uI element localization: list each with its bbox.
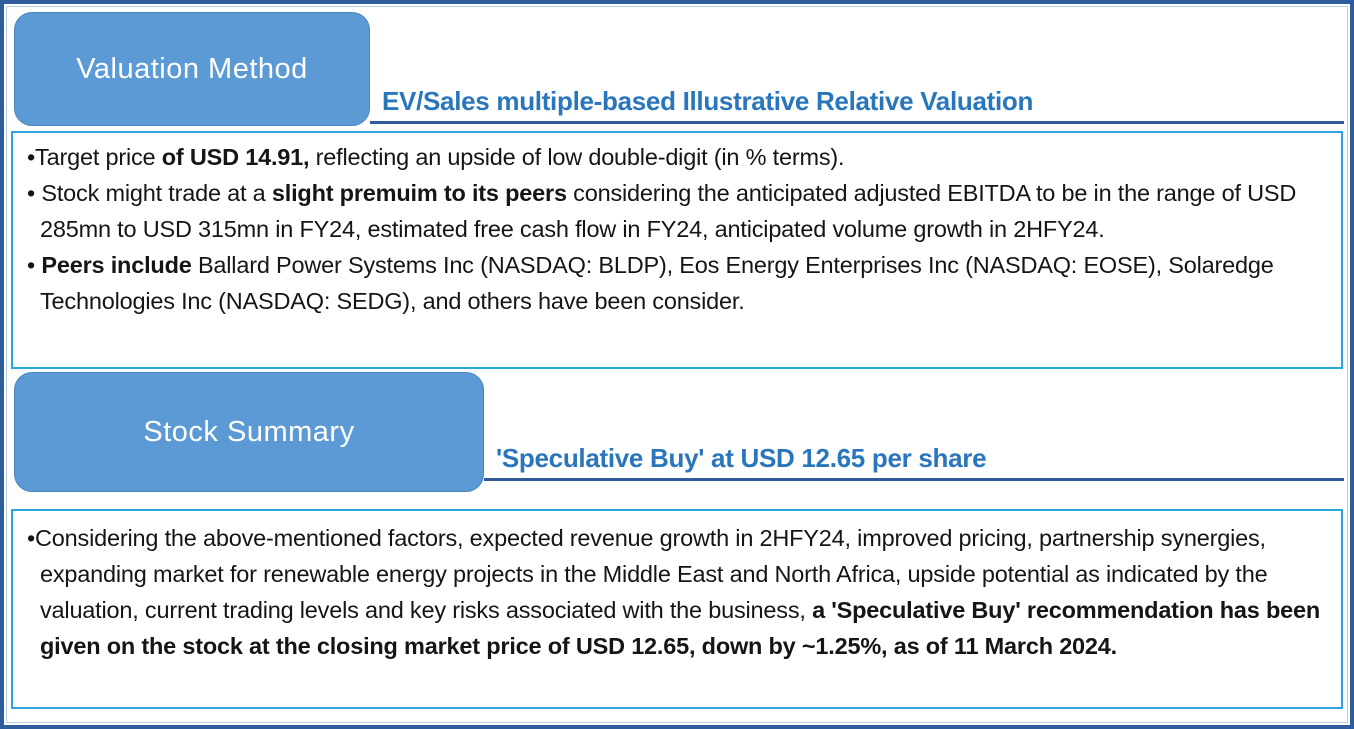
stock-summary-tab: Stock Summary (14, 372, 484, 492)
bullet-text-segment: Peers include (41, 252, 192, 278)
stock-summary-tab-label: Stock Summary (143, 415, 355, 448)
bullet-text-segment: Considering the above-mentioned factors,… (35, 525, 1268, 623)
bullet-text-segment: slight premuim to its peers (271, 180, 567, 206)
stock-heading: 'Speculative Buy' at USD 12.65 per share (496, 443, 987, 473)
valuation-method-tab: Valuation Method (14, 12, 370, 126)
bullet-marker: • (27, 252, 36, 278)
bullet-text-segment: considering the anticipated adjusted EBI… (40, 180, 1297, 242)
valuation-content-box: •Target price of USD 14.91, reflecting a… (11, 131, 1343, 369)
valuation-heading-underline (370, 121, 1344, 124)
bullet-item: • Peers include Ballard Power Systems In… (27, 247, 1329, 319)
bullet-item: •Target price of USD 14.91, reflecting a… (27, 139, 1329, 175)
bullet-marker: • (27, 180, 36, 206)
bullet-text-segment: Ballard Power Systems Inc (NASDAQ: BLDP)… (40, 252, 1274, 314)
bullet-text-segment: a 'Speculative Buy' recommendation has b… (40, 597, 1321, 659)
bullet-text-segment: Target price (35, 144, 162, 170)
valuation-method-tab-label: Valuation Method (76, 52, 308, 85)
stock-content-box: •Considering the above-mentioned factors… (11, 509, 1343, 709)
bullet-item: • Stock might trade at a slight premuim … (27, 175, 1329, 247)
bullet-text-segment: of USD 14.91, (161, 144, 310, 170)
bullet-item: •Considering the above-mentioned factors… (27, 520, 1329, 664)
bullet-text-segment: Stock might trade at a (35, 180, 272, 206)
stock-bullet-list: •Considering the above-mentioned factors… (27, 520, 1329, 664)
valuation-bullet-list: •Target price of USD 14.91, reflecting a… (27, 139, 1329, 319)
valuation-heading: EV/Sales multiple-based Illustrative Rel… (382, 86, 1034, 116)
bullet-text-segment: reflecting an upside of low double-digit… (309, 144, 845, 170)
stock-heading-underline (484, 478, 1344, 481)
bullet-marker: • (27, 144, 36, 170)
bullet-marker: • (27, 525, 36, 551)
